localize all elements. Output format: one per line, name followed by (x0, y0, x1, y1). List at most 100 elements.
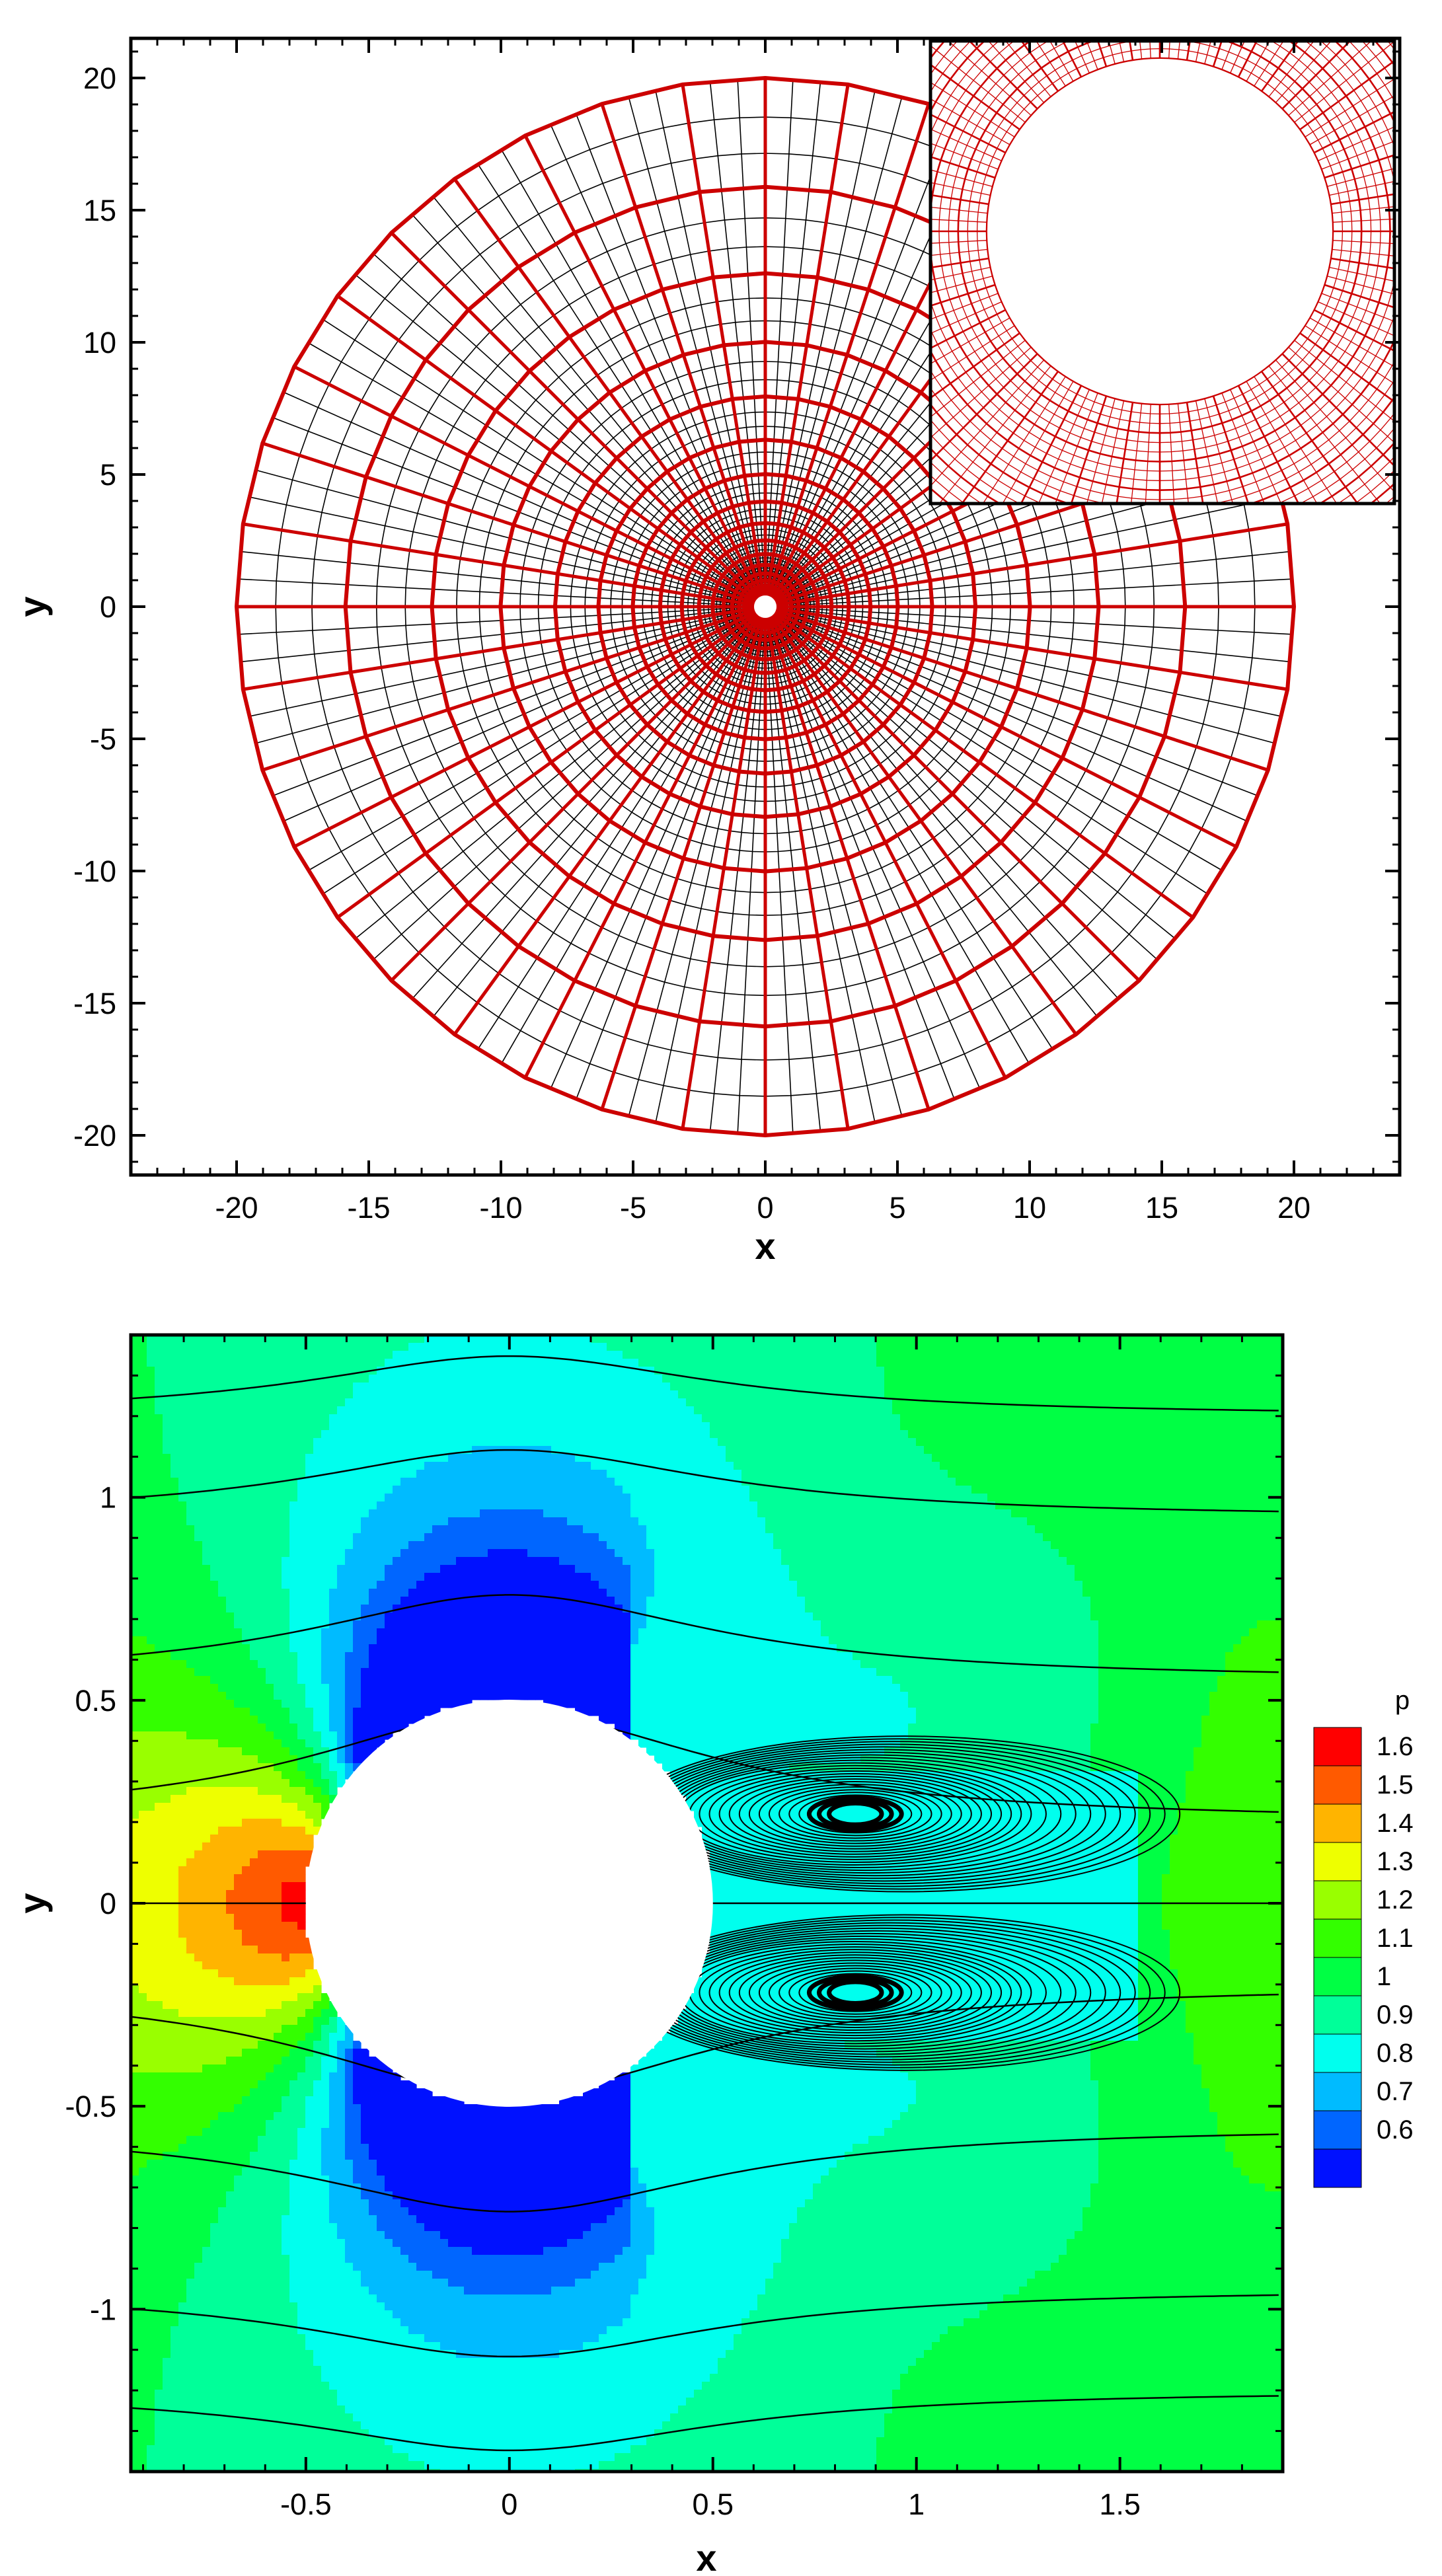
inset-ray (930, 332, 1020, 399)
inset-ray (930, 317, 1010, 365)
inset-ray (1275, 360, 1394, 493)
streamline (131, 2133, 1279, 2213)
mesh-fine-ray (775, 614, 1177, 940)
mesh-fine-ray (549, 123, 761, 595)
legend-label: 1 (1377, 1962, 1391, 1991)
mesh-fine-ray (321, 613, 755, 895)
legend-label: 1.5 (1377, 1770, 1414, 1799)
inset-ray (1204, 398, 1234, 504)
vortex-streamline (758, 1962, 952, 2023)
inset-ray (987, 41, 1045, 103)
inset-ray (1212, 395, 1250, 504)
vortex-streamline (728, 1775, 982, 1852)
inset-ray (930, 155, 996, 179)
mesh-coarse-ray (767, 619, 930, 1110)
vortex-streamline (769, 1965, 942, 2020)
mesh-axes: -20 -15 -10 -5 0 5 10 15 20 -20 -15 -10 -5 0 5 10 15 20 (73, 38, 1400, 1225)
pressure-ytick-label: 0 (100, 1887, 116, 1920)
streamline (131, 2294, 1279, 2358)
inset-ray (930, 128, 1002, 161)
vortex-streamline (798, 1794, 913, 1834)
mesh-fine-ray (432, 616, 758, 1018)
mesh-ytick-label: 20 (83, 61, 116, 95)
inset-ray (1145, 404, 1151, 504)
inset-ray (930, 301, 1002, 334)
mesh-fine-ray (778, 496, 1283, 605)
mesh-ytick-label: 15 (83, 194, 116, 227)
legend-label: 1.4 (1377, 1809, 1414, 1838)
mesh-fine-ray (254, 469, 753, 604)
mesh-fine-ray (321, 318, 755, 600)
mesh-fine-ray (237, 578, 753, 607)
pressure-xlabel: x (696, 2537, 716, 2576)
vortex-streamline (806, 1974, 904, 2012)
mesh-fine-ray (770, 618, 981, 1090)
legend-swatch (1313, 1957, 1362, 1996)
vortex-streamline (758, 1784, 952, 1844)
mesh-fine-ray (778, 609, 1283, 718)
mesh-coarse-ray (336, 613, 756, 919)
inset-ray (1002, 381, 1074, 504)
streamline (131, 2395, 1279, 2452)
mesh-coarse-ray (243, 522, 753, 607)
mesh-fine-ray (282, 611, 754, 823)
inset-ray (968, 41, 1038, 110)
inset-ray (1288, 41, 1372, 116)
mesh-fine-ray (248, 609, 753, 718)
pressure-xtick-label: 1.5 (1099, 2487, 1141, 2521)
mesh-fine-ray (775, 615, 1159, 961)
mesh-coarse-ray (681, 619, 765, 1129)
mesh-fine-ray (776, 613, 1224, 872)
vortex-streamline (718, 1951, 993, 2034)
mesh-coarse-ray (776, 611, 1237, 849)
mesh-fine-ray (371, 252, 756, 599)
inset-ray (1186, 402, 1204, 504)
mesh-fine-ray (239, 550, 753, 606)
inset-ray (1246, 381, 1318, 504)
inset-ray (1318, 126, 1394, 161)
mesh-coarse-ray (262, 441, 753, 605)
mesh-coarse-ray (778, 607, 1288, 691)
mesh-coarse-ray (771, 616, 1078, 1036)
pressure-ytick-label: -1 (90, 2292, 116, 2326)
inset-ray (1313, 110, 1394, 154)
mesh-fine-ray (354, 614, 756, 940)
mesh-coarse-ray (336, 294, 756, 601)
inset-ray (1299, 332, 1394, 403)
mesh-fine-ray (354, 273, 756, 599)
inset-ray (1055, 393, 1098, 504)
vortex-streamline (748, 1781, 962, 1847)
inset-ray (930, 353, 1038, 462)
inset-ray (1321, 141, 1394, 170)
inset-ray (930, 81, 1015, 137)
pressure-ylabel: y (11, 1893, 53, 1913)
mesh-coarse-ray (765, 84, 850, 594)
mesh-ytick-label: -20 (73, 1119, 116, 1153)
inset-ray (1268, 365, 1381, 504)
inset-ray (982, 376, 1066, 504)
legend-swatch (1313, 2110, 1362, 2150)
pressure-ytick-label: 1 (100, 1481, 116, 1515)
legend-swatch (1313, 2148, 1362, 2188)
mesh-fine-ray (411, 213, 757, 597)
pressure-axes: -0.5 0 0.5 1 1.5 -1 -0.5 0 0.5 1 (65, 1335, 1283, 2521)
pressure-ytick-label: -0.5 (65, 2090, 116, 2123)
mesh-fine-ray (768, 619, 903, 1118)
mesh-xtick-label: -10 (479, 1191, 522, 1225)
inset-ray (930, 340, 1026, 418)
inset-ray (1294, 340, 1394, 422)
mesh-fine-ray (766, 81, 821, 594)
mesh-fine-ray (628, 619, 763, 1118)
inset-ray (1305, 325, 1394, 385)
vortex-streamline (699, 1767, 1012, 1860)
legend-label: 0.7 (1377, 2077, 1414, 2106)
mesh-fine-ray (654, 619, 763, 1124)
inset-ray (1260, 371, 1359, 504)
legend-title: p (1395, 1686, 1410, 1715)
mesh-fine-ray (768, 96, 903, 594)
inset-ray (1313, 309, 1394, 352)
mesh-coarse-ray (262, 609, 753, 772)
legend-label: 1.6 (1377, 1732, 1414, 1761)
vortex-streamline (806, 1795, 904, 1833)
streamline (131, 1355, 1279, 1412)
